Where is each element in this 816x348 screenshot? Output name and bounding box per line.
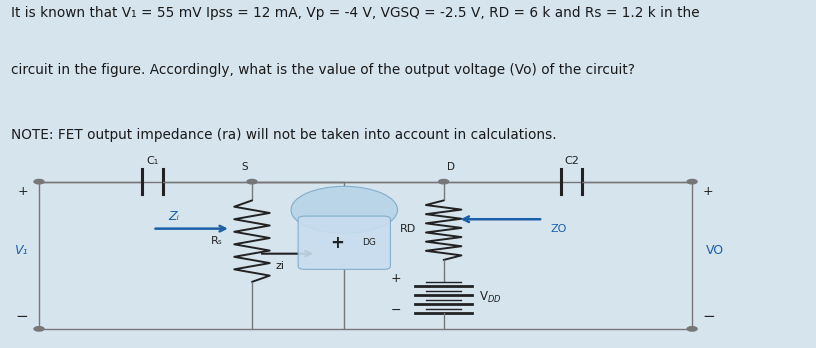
Circle shape bbox=[34, 327, 44, 331]
Text: +: + bbox=[703, 184, 713, 198]
Text: RD: RD bbox=[400, 224, 416, 234]
Text: zi: zi bbox=[276, 261, 285, 271]
FancyBboxPatch shape bbox=[298, 216, 390, 269]
Text: +: + bbox=[18, 184, 29, 198]
Text: D: D bbox=[446, 162, 455, 172]
Text: −: − bbox=[16, 309, 29, 324]
Text: V₁: V₁ bbox=[15, 244, 28, 257]
Text: circuit in the figure. Accordingly, what is the value of the output voltage (Vo): circuit in the figure. Accordingly, what… bbox=[11, 63, 635, 77]
Text: C2: C2 bbox=[564, 156, 579, 166]
Text: It is known that V₁ = 55 mV Ipss = 12 mA, Vp = -4 V, VGSQ = -2.5 V, RD = 6 k and: It is known that V₁ = 55 mV Ipss = 12 mA… bbox=[11, 6, 699, 20]
Text: −: − bbox=[703, 309, 716, 324]
Text: −: − bbox=[391, 303, 401, 317]
Text: C₁: C₁ bbox=[146, 156, 159, 166]
Circle shape bbox=[247, 180, 257, 184]
Text: DG: DG bbox=[362, 238, 376, 247]
Text: +: + bbox=[330, 234, 344, 252]
Text: V$_{DD}$: V$_{DD}$ bbox=[479, 290, 502, 305]
Text: Rₛ: Rₛ bbox=[211, 236, 223, 246]
Text: S: S bbox=[242, 162, 248, 172]
Circle shape bbox=[687, 327, 697, 331]
Circle shape bbox=[34, 180, 44, 184]
Circle shape bbox=[439, 180, 449, 184]
Text: NOTE: FET output impedance (ra) will not be taken into account in calculations.: NOTE: FET output impedance (ra) will not… bbox=[11, 128, 557, 142]
Text: +: + bbox=[390, 272, 401, 285]
Circle shape bbox=[687, 180, 697, 184]
Text: ZO: ZO bbox=[550, 224, 566, 234]
Text: VO: VO bbox=[707, 244, 725, 257]
Circle shape bbox=[291, 187, 397, 234]
Text: Zᵢ: Zᵢ bbox=[168, 209, 180, 223]
